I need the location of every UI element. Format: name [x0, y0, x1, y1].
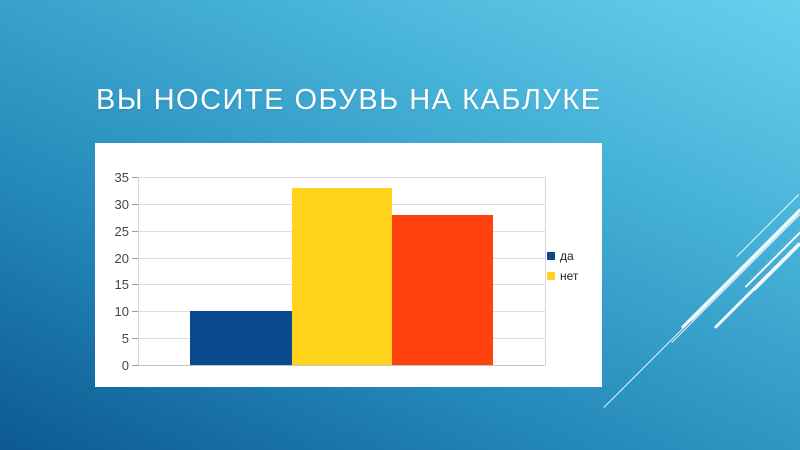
diagonal-line [691, 212, 800, 321]
y-axis-label: 35 [114, 170, 129, 185]
legend-item: нет [547, 266, 578, 286]
legend-swatch-icon [547, 272, 555, 280]
y-axis-label: 30 [114, 196, 129, 212]
y-axis-tick [132, 284, 138, 286]
y-axis-tick [132, 203, 138, 205]
y-axis-tick [132, 257, 138, 259]
diagonal-line [736, 194, 800, 257]
y-axis-label: 0 [121, 358, 129, 373]
bar-series-3 [392, 214, 493, 365]
y-axis-tick [132, 365, 138, 366]
chart-panel: 0 5 10 15 20 25 30 35 да нет [95, 143, 602, 387]
y-axis-label: 15 [114, 277, 129, 293]
diagonal-line [671, 213, 800, 343]
y-axis-tick [132, 338, 138, 340]
legend-label: нет [560, 269, 579, 283]
y-axis-tick [132, 230, 138, 232]
gridline [138, 177, 545, 178]
legend-item: да [547, 246, 578, 266]
y-axis-label: 25 [114, 223, 129, 239]
legend-label: да [560, 249, 574, 263]
y-axis-label: 5 [121, 331, 129, 347]
bar-да [190, 311, 292, 365]
y-axis-label: 10 [114, 304, 129, 320]
y-axis-tick [132, 311, 138, 313]
y-axis-label: 20 [114, 250, 129, 266]
plot-right-border [545, 177, 546, 365]
legend-swatch-icon [547, 252, 555, 260]
chart-legend: да нет [547, 246, 578, 286]
y-axis-tick [132, 177, 138, 178]
slide-title: ВЫ НОСИТЕ ОБУВЬ НА КАБЛУКЕ [96, 84, 602, 116]
x-axis-baseline [138, 365, 545, 366]
bar-нет [292, 187, 392, 365]
y-axis-line [138, 177, 139, 365]
